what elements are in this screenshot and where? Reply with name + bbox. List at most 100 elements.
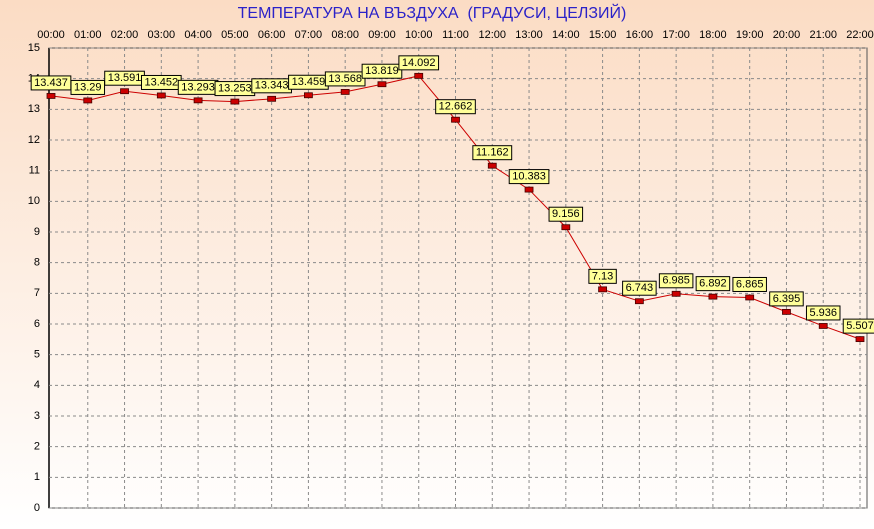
y-tick-label: 4 [34,379,40,391]
data-label-box [658,273,694,289]
y-tick-label: 2 [34,441,40,453]
marker [855,336,865,343]
data-label: 5.936 [809,307,837,319]
marker [377,81,387,88]
x-tick-label: 01:00 [74,29,102,41]
data-label: 6.395 [773,293,801,305]
data-label: 9.156 [552,208,580,220]
marker [524,186,534,193]
x-tick-label: 16:00 [626,29,654,41]
marker [708,293,718,300]
marker [487,162,497,169]
x-tick-label: 07:00 [295,29,323,41]
x-tick-label: 18:00 [699,29,727,41]
x-tick-label: 04:00 [184,29,212,41]
data-label: 13.819 [365,65,399,77]
data-label-box [805,305,841,321]
y-tick-label: 7 [34,287,40,299]
y-tick-label: 5 [34,349,40,361]
y-tick-label: 8 [34,257,40,269]
marker [634,298,644,305]
data-label-box [622,280,657,296]
x-tick-label: 10:00 [405,29,433,41]
chart-title: ТЕМПЕРАТУРА НА ВЪЗДУХА (ГРАДУСИ, ЦЕЛЗИЙ) [238,3,627,22]
data-label: 6.892 [699,278,727,290]
marker [598,286,607,293]
x-tick-label: 03:00 [148,29,176,41]
x-tick-label: 12:00 [479,29,507,41]
y-tick-label: 0 [34,502,40,514]
x-tick-label: 13:00 [515,29,543,41]
data-label-box [842,318,874,334]
data-label: 13.253 [218,82,252,94]
marker [561,224,571,231]
x-tick-label: 00:00 [37,29,65,41]
data-label-box [548,206,584,222]
x-tick-label: 15:00 [589,29,617,41]
data-label: 13.343 [255,80,289,92]
marker [818,323,828,329]
data-label: 12.662 [439,101,473,113]
data-label: 13.452 [144,76,178,88]
data-label-box [588,268,617,284]
marker [451,116,460,123]
data-label-box [435,99,476,115]
marker [46,93,56,99]
marker [267,95,277,102]
data-label-box [361,63,403,79]
x-tick-label: 08:00 [331,29,359,41]
data-label-box [398,55,440,71]
y-tick-label: 12 [28,134,40,146]
x-tick-label: 02:00 [111,29,139,41]
x-tick-label: 22:00 [846,29,874,41]
x-tick-label: 05:00 [221,29,249,41]
x-tick-label: 09:00 [368,29,396,41]
marker [230,98,240,105]
y-tick-label: 10 [28,195,40,207]
x-tick-label: 14:00 [552,29,580,41]
data-label: 13.568 [328,73,362,85]
x-tick-label: 06:00 [258,29,286,41]
marker [83,97,93,104]
y-tick-label: 13 [28,103,40,115]
data-label-box [472,145,513,161]
data-label-box [695,276,731,292]
data-label: 5.507 [846,320,874,332]
data-label: 6.865 [736,278,764,290]
data-label-box [769,291,804,307]
y-tick-label: 3 [34,410,40,422]
data-label-box [70,79,106,95]
data-label-box [732,276,767,292]
data-label: 13.437 [34,77,68,89]
marker [414,72,424,79]
data-label: 6.985 [662,275,690,287]
data-label: 7.13 [592,270,613,282]
y-tick-label: 1 [34,471,40,483]
x-tick-label: 21:00 [809,29,837,41]
data-label: 11.162 [476,147,509,159]
data-label-box [324,71,366,87]
x-tick-label: 20:00 [773,29,801,41]
x-tick-label: 17:00 [662,29,690,41]
marker [782,308,791,315]
marker [156,92,166,99]
x-tick-label: 19:00 [736,29,764,41]
y-tick-label: 11 [29,165,40,177]
marker [671,290,681,297]
data-label: 13.29 [74,81,102,93]
x-tick-label: 11:00 [442,29,469,41]
y-tick-label: 9 [34,226,40,238]
y-tick-label: 15 [28,42,40,54]
data-label: 6.743 [626,282,654,294]
marker [193,97,203,104]
marker [340,89,350,95]
data-label: 10.383 [512,170,546,182]
data-label-box [508,169,550,185]
marker [304,92,313,99]
data-label: 14.092 [402,57,436,69]
data-label: 13.293 [181,81,215,93]
data-label: 13.459 [292,76,326,88]
y-tick-label: 6 [34,318,40,330]
data-label: 13.591 [108,72,142,84]
